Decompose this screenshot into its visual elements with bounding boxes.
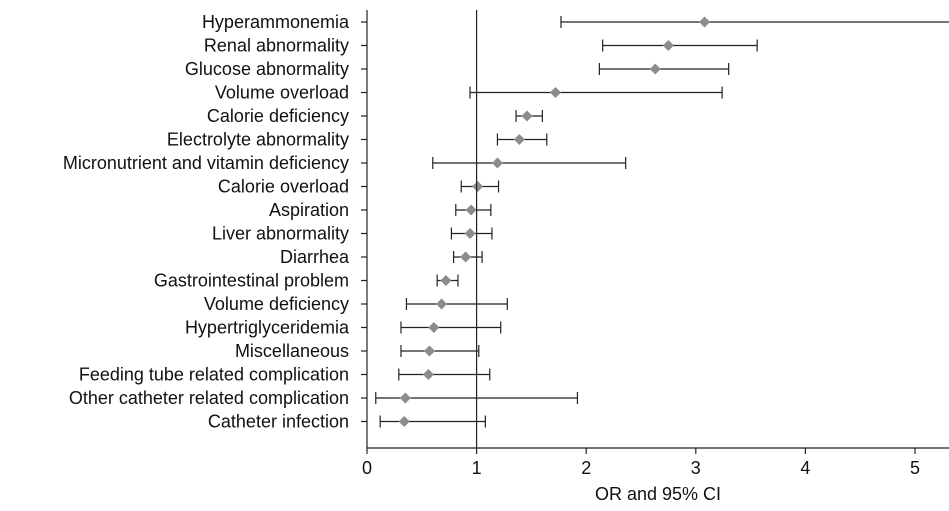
category-label: Calorie deficiency (207, 106, 349, 126)
or-point-marker (428, 322, 440, 333)
x-axis: 0 1 2 3 4 5 (362, 10, 949, 478)
forest-row: Renal abnormality (204, 36, 758, 56)
forest-row: Hypertriglyceridemia (185, 318, 502, 338)
category-label: Micronutrient and vitamin deficiency (63, 153, 349, 173)
or-point-marker (423, 345, 435, 357)
forest-row: Catheter infection (208, 412, 486, 432)
category-label: Feeding tube related complication (79, 365, 349, 385)
category-label: Renal abnormality (204, 36, 349, 56)
category-label: Miscellaneous (235, 341, 349, 361)
or-point-marker (465, 204, 477, 216)
or-point-marker (521, 110, 533, 122)
x-tick-label: 0 (362, 458, 372, 478)
or-point-marker (464, 228, 476, 239)
or-point-marker (460, 251, 472, 263)
category-label: Gastrointestinal problem (154, 271, 349, 291)
forest-row: Liver abnormality (212, 224, 493, 244)
or-point-marker (399, 392, 411, 404)
category-label: Liver abnormality (212, 224, 349, 244)
or-point-marker (472, 181, 484, 192)
forest-row: Feeding tube related complication (79, 365, 491, 385)
category-label: Aspiration (269, 200, 349, 220)
x-tick-label: 3 (691, 458, 701, 478)
category-label: Diarrhea (280, 247, 350, 267)
forest-row: Diarrhea (280, 247, 483, 267)
forest-row: Calorie deficiency (207, 106, 543, 126)
or-point-marker (422, 369, 434, 380)
plot-rows: Hyperammonemia Renal abnormality Glucose a… (63, 12, 949, 432)
forest-row: Aspiration (269, 200, 492, 220)
x-axis-title: OR and 95% CI (595, 484, 721, 504)
or-point-marker (699, 16, 711, 28)
x-tick-label: 5 (910, 458, 920, 478)
or-point-marker (649, 63, 661, 75)
forest-row: Gastrointestinal problem (154, 271, 459, 291)
or-point-marker (550, 87, 562, 98)
category-label: Glucose abnormality (185, 59, 349, 79)
category-label: Calorie overload (218, 177, 349, 197)
or-point-marker (398, 416, 410, 427)
or-point-marker (440, 275, 452, 286)
or-point-marker (436, 298, 448, 310)
forest-row: Other catheter related complication (69, 388, 579, 408)
category-label: Other catheter related complication (69, 388, 349, 408)
forest-row: Micronutrient and vitamin deficiency (63, 153, 627, 173)
category-label: Hyperammonemia (202, 12, 350, 32)
forest-row: Volume overload (215, 83, 723, 103)
x-tick-label: 1 (472, 458, 482, 478)
forest-row: Miscellaneous (235, 341, 480, 361)
forest-row: Electrolyte abnormality (167, 130, 548, 150)
category-label: Volume overload (215, 83, 349, 103)
or-point-marker (662, 40, 674, 51)
category-label: Volume deficiency (204, 294, 349, 314)
or-point-marker (513, 134, 525, 145)
category-label: Electrolyte abnormality (167, 130, 349, 150)
forest-row: Volume deficiency (204, 294, 508, 314)
forest-row: Calorie overload (218, 177, 500, 197)
category-label: Hypertriglyceridemia (185, 318, 350, 338)
or-point-marker (491, 157, 503, 169)
x-tick-label: 2 (581, 458, 591, 478)
forest-row: Glucose abnormality (185, 59, 730, 79)
x-tick-label: 4 (800, 458, 810, 478)
category-label: Catheter infection (208, 412, 349, 432)
forest-row: Hyperammonemia (202, 12, 949, 32)
